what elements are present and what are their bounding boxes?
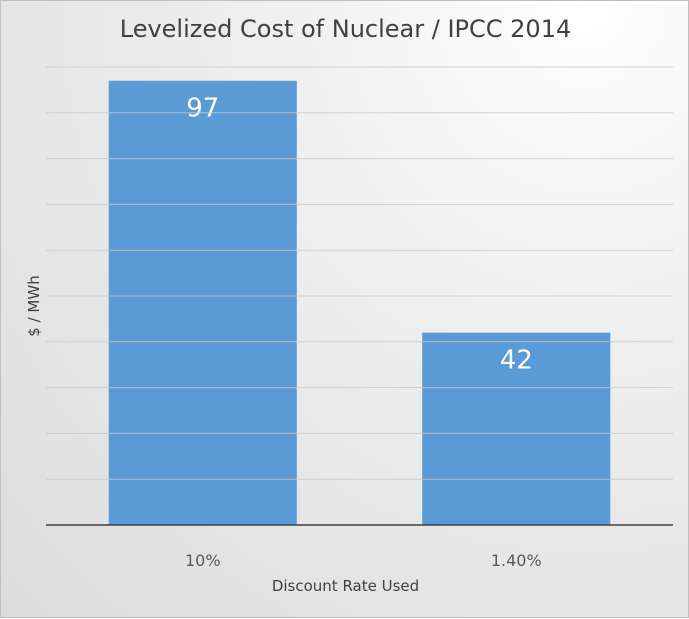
bar <box>108 80 297 526</box>
x-tick-label: 10% <box>185 551 221 570</box>
y-axis-label: $ / MWh <box>25 275 43 337</box>
chart-title: Levelized Cost of Nuclear / IPCC 2014 <box>119 15 572 43</box>
data-label: 42 <box>500 346 533 376</box>
x-axis-label: Discount Rate Used <box>271 577 420 595</box>
bar <box>422 332 611 525</box>
data-label: 97 <box>186 94 219 124</box>
x-tick-label: 1.40% <box>491 551 542 570</box>
